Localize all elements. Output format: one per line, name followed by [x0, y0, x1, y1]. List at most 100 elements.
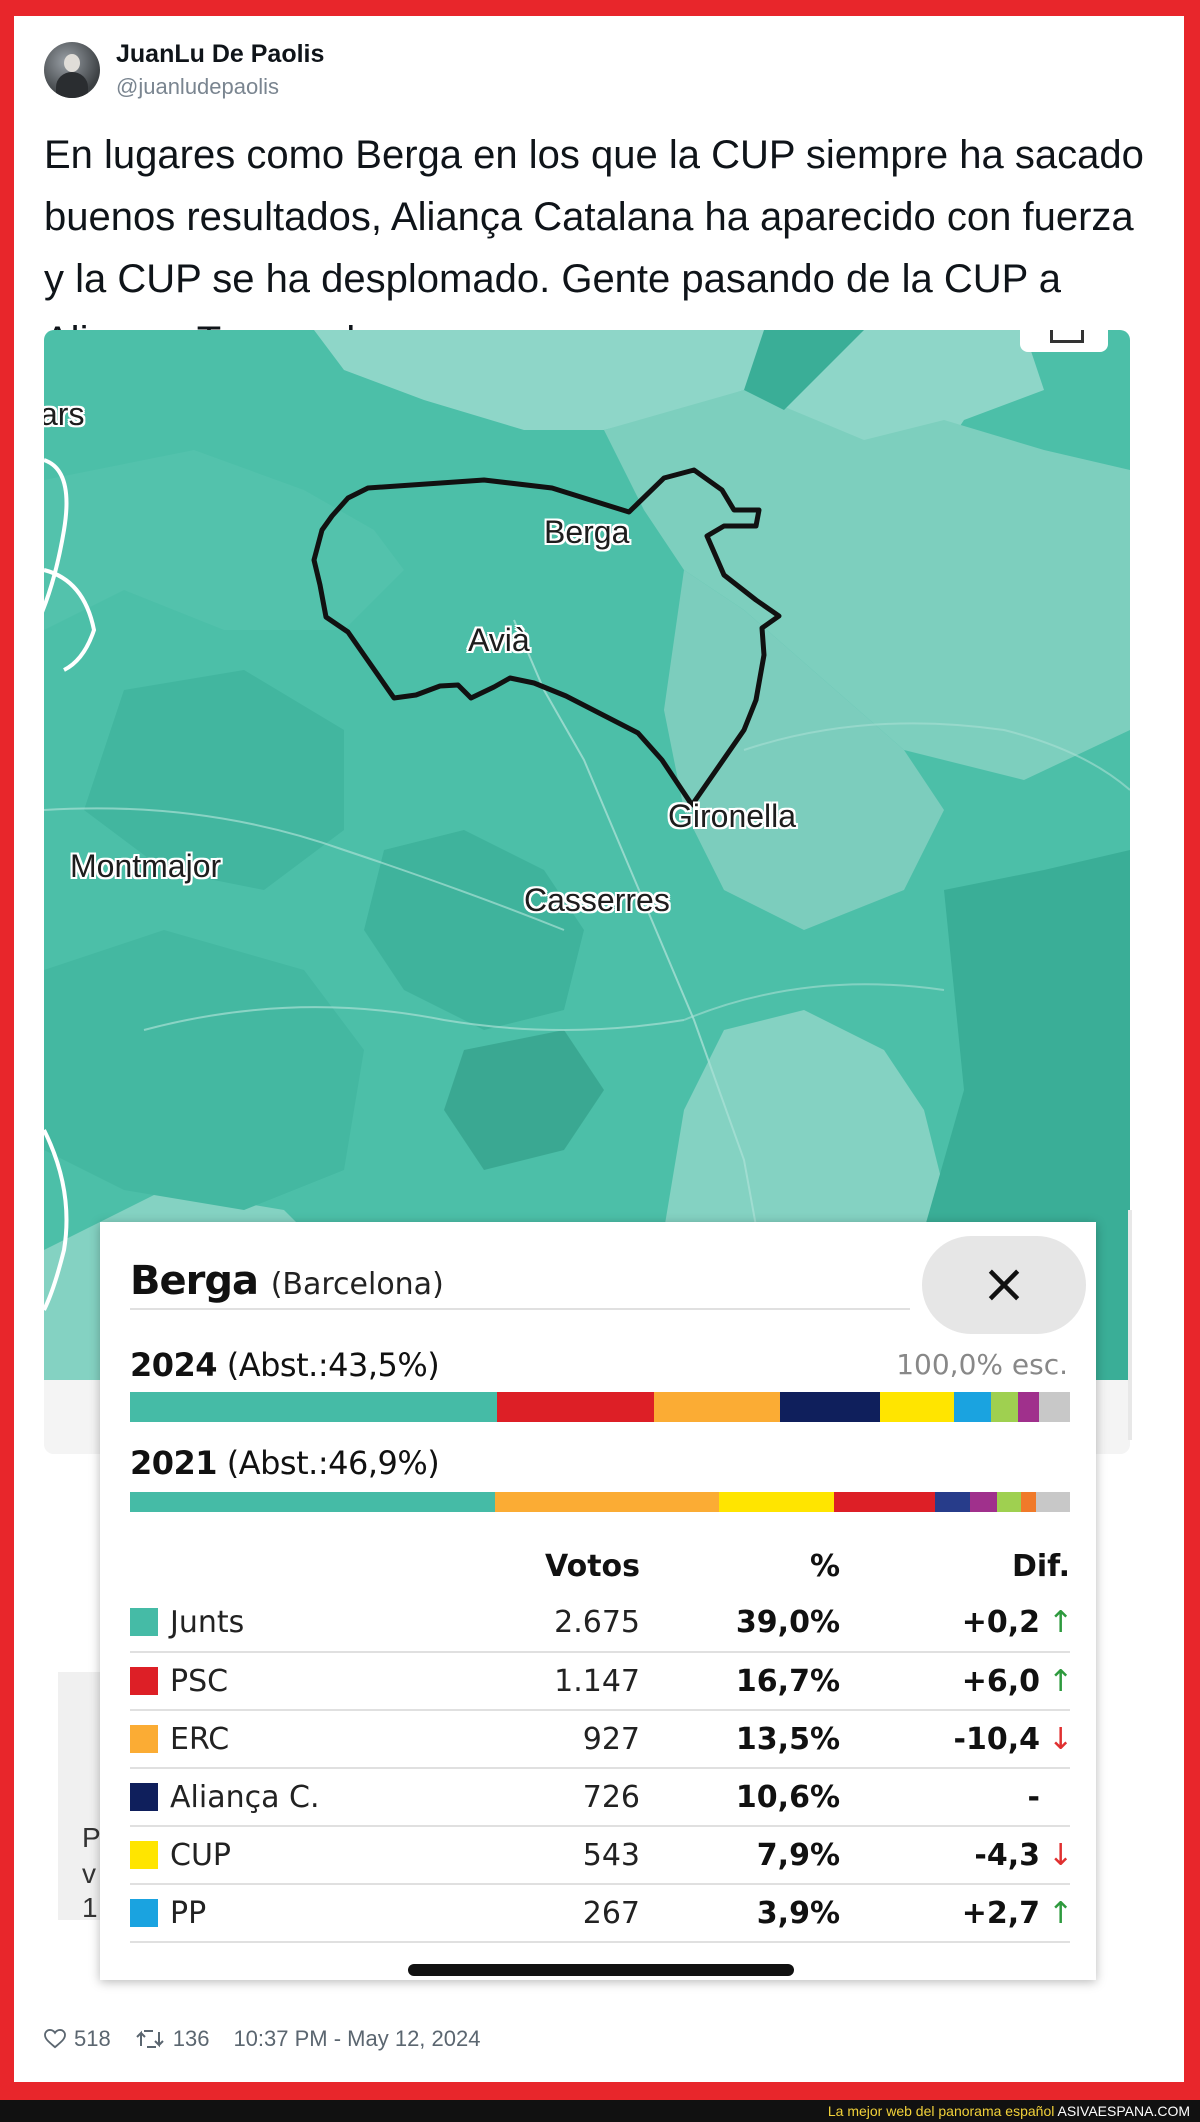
party-color-swatch — [130, 1782, 158, 1811]
bar-segment-pp — [954, 1392, 991, 1422]
dif-cell: -4,3 ↓ — [840, 1826, 1074, 1885]
table-row[interactable]: Junts 2.675 39,0% +0,2 ↑ — [130, 1594, 1073, 1653]
title-divider — [130, 1308, 910, 1310]
results-bar-2021 — [130, 1492, 1070, 1512]
pct-cell: 13,5% — [640, 1710, 840, 1769]
results-table: Votos % Dif. Junts 2.675 39,0% +0,2 ↑ PSC 1.14… — [130, 1538, 1074, 1943]
dif-value: -4,3 — [974, 1837, 1040, 1873]
watermark-bar: La mejor web del panorama español ASIVAE… — [0, 2100, 1200, 2122]
pct-cell: 39,0% — [640, 1594, 840, 1653]
party-name: PP — [170, 1895, 207, 1931]
home-indicator — [408, 1964, 794, 1976]
party-color-swatch — [130, 1666, 158, 1695]
bar-segment-cup — [880, 1392, 955, 1422]
votes-cell: 543 — [490, 1826, 640, 1885]
dif-value: - — [1027, 1779, 1040, 1815]
dif-value: +2,7 — [961, 1895, 1040, 1931]
retweet-icon — [136, 2030, 164, 2048]
like-count: 518 — [74, 2026, 111, 2051]
avatar[interactable] — [44, 42, 100, 98]
table-row[interactable]: ERC 927 13,5% -10,4 ↓ — [130, 1710, 1074, 1769]
arrow-down-icon: ↓ — [1048, 1721, 1074, 1757]
votes-column-header: Votos — [545, 1548, 640, 1584]
bar-segment-other1 — [934, 1492, 971, 1512]
expand-map-button[interactable] — [1020, 330, 1108, 352]
results-panel: Berga (Barcelona) × 2024 (Abst.:43,5%) 1… — [100, 1222, 1096, 1980]
party-cell: ERC — [130, 1710, 490, 1769]
bar-segment-junts — [130, 1392, 497, 1422]
dif-cell: -10,4 ↓ — [840, 1710, 1074, 1769]
arrow-down-icon: ↓ — [1048, 1837, 1074, 1873]
watermark[interactable]: La mejor web del panorama español ASIVAE… — [828, 2103, 1190, 2119]
scrutiny-label: 100,0% esc. — [896, 1348, 1068, 1381]
dif-value: +0,2 — [961, 1605, 1040, 1640]
votes-cell: 1.147 — [490, 1652, 640, 1711]
map-label-berga: Berga — [544, 514, 630, 550]
arrow-up-icon: ↑ — [1048, 1895, 1074, 1931]
arrow-up-icon: ↑ — [1048, 1663, 1074, 1699]
votes-cell: 726 — [490, 1768, 640, 1827]
dif-column-header: Dif. — [1012, 1548, 1070, 1584]
bar-segment-other4 — [1021, 1492, 1037, 1512]
party-cell: CUP — [130, 1826, 490, 1885]
dif-cell: - — [840, 1768, 1070, 1827]
bar-segment-other2 — [970, 1492, 997, 1512]
author-handle[interactable]: @juanludepaolis — [116, 74, 280, 99]
tweet-stats: 518 136 10:37 PM - May 12, 2024 — [44, 2026, 504, 2052]
retweet-button[interactable]: 136 — [135, 2026, 210, 2052]
bar-segment-other5 — [1036, 1492, 1070, 1512]
table-row[interactable]: PP 267 3,9% +2,7 ↑ — [130, 1884, 1074, 1943]
table-row[interactable]: PSC 1.147 16,7% +6,0 ↑ — [130, 1652, 1074, 1711]
bar-segment-psc — [834, 1492, 935, 1512]
party-name: CUP — [170, 1837, 231, 1873]
party-cell: PSC — [130, 1652, 490, 1711]
dif-cell: +0,2 ↑ — [840, 1594, 1073, 1653]
municipality-name: Berga — [130, 1258, 259, 1304]
map-label-gironella: Gironella — [668, 798, 797, 834]
bar-segment-cup — [719, 1492, 835, 1512]
party-cell: Junts — [130, 1594, 490, 1653]
dif-cell: +2,7 ↑ — [840, 1884, 1074, 1943]
year-2024-label: 2024 (Abst.:43,5%) — [130, 1346, 440, 1384]
votes-cell: 927 — [490, 1710, 640, 1769]
background-card-edge — [1128, 1210, 1132, 1440]
bar-segment-alian-a-c- — [780, 1392, 881, 1422]
map-label-casserres: Casserres — [524, 882, 670, 918]
pct-cell: 7,9% — [640, 1826, 840, 1885]
panel-title: Berga (Barcelona) — [130, 1258, 444, 1304]
party-column-header — [130, 1538, 490, 1594]
pct-column-header: % — [809, 1548, 840, 1584]
like-button[interactable]: 518 — [44, 2026, 111, 2052]
author-name[interactable]: JuanLu De Paolis — [116, 40, 325, 68]
party-cell: PP — [130, 1884, 490, 1943]
party-name: Junts — [170, 1605, 245, 1640]
pct-cell: 16,7% — [640, 1652, 840, 1711]
watermark-site: ASIVAESPANA.COM — [1057, 2103, 1190, 2119]
bar-segment-other2 — [1018, 1392, 1039, 1422]
year-2021-label: 2021 (Abst.:46,9%) — [130, 1444, 440, 1482]
party-color-swatch — [130, 1608, 158, 1636]
table-row[interactable]: CUP 543 7,9% -4,3 ↓ — [130, 1826, 1074, 1885]
party-cell: Aliança C. — [130, 1768, 490, 1827]
bar-segment-erc — [653, 1392, 781, 1422]
results-bar-2024 — [130, 1392, 1070, 1422]
bar-segment-other3 — [996, 1492, 1022, 1512]
map-label-partial: ars — [44, 396, 85, 432]
pct-cell: 10,6% — [640, 1768, 840, 1827]
retweet-count: 136 — [172, 2026, 210, 2051]
watermark-tagline: La mejor web del panorama español — [827, 2103, 1055, 2119]
map-label-montmajor: Montmajor — [70, 848, 222, 884]
bar-segment-other1 — [990, 1392, 1019, 1422]
pct-cell: 3,9% — [640, 1884, 840, 1943]
table-row[interactable]: Aliança C. 726 10,6% - — [130, 1768, 1070, 1827]
close-icon: × — [981, 1252, 1027, 1315]
bar-segment-erc — [494, 1492, 720, 1512]
tweet-timestamp[interactable]: 10:37 PM - May 12, 2024 — [233, 2026, 481, 2051]
votes-cell: 267 — [490, 1884, 640, 1943]
bar-segment-other3 — [1038, 1392, 1070, 1422]
close-button[interactable]: × — [922, 1236, 1086, 1334]
party-color-swatch — [130, 1724, 158, 1753]
dif-value: -10,4 — [953, 1721, 1040, 1757]
bar-segment-psc — [496, 1392, 654, 1422]
heart-icon — [44, 2029, 66, 2049]
